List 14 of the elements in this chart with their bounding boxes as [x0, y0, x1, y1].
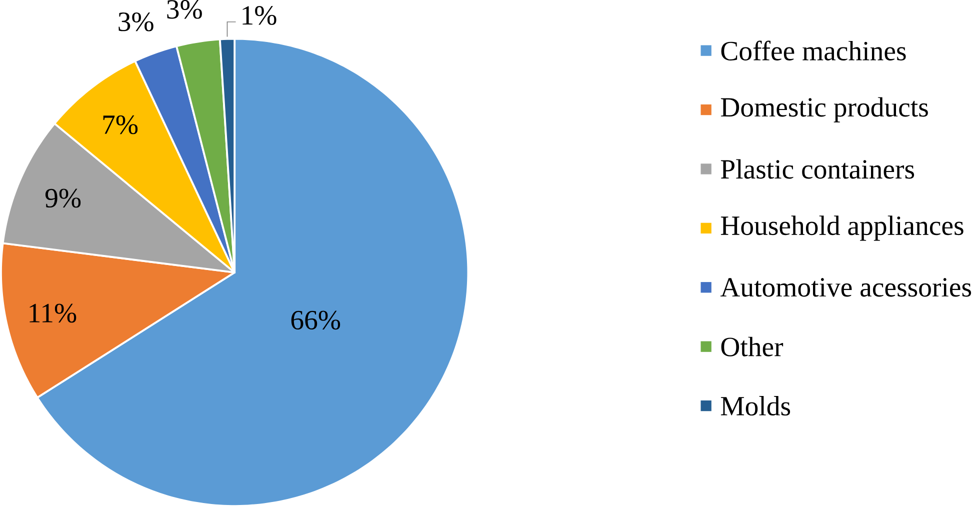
data-label: 7% — [103, 115, 138, 134]
legend-label: Plastic containers — [720, 159, 914, 179]
legend-label: Household appliances — [720, 216, 964, 241]
data-label: 3% — [167, 0, 202, 19]
legend-label: Other — [721, 336, 784, 356]
legend-label: Automotive acessories — [720, 278, 972, 297]
data-label: 66% — [291, 310, 340, 330]
legend-label: Coffee machines — [721, 40, 906, 60]
legend-label: Domestic products — [720, 97, 928, 122]
data-label: 3% — [118, 12, 154, 32]
data-label: 1% — [242, 6, 276, 25]
data-label: 9% — [45, 188, 81, 208]
legend-label: Molds — [720, 396, 790, 416]
data-label: 11% — [30, 304, 76, 323]
